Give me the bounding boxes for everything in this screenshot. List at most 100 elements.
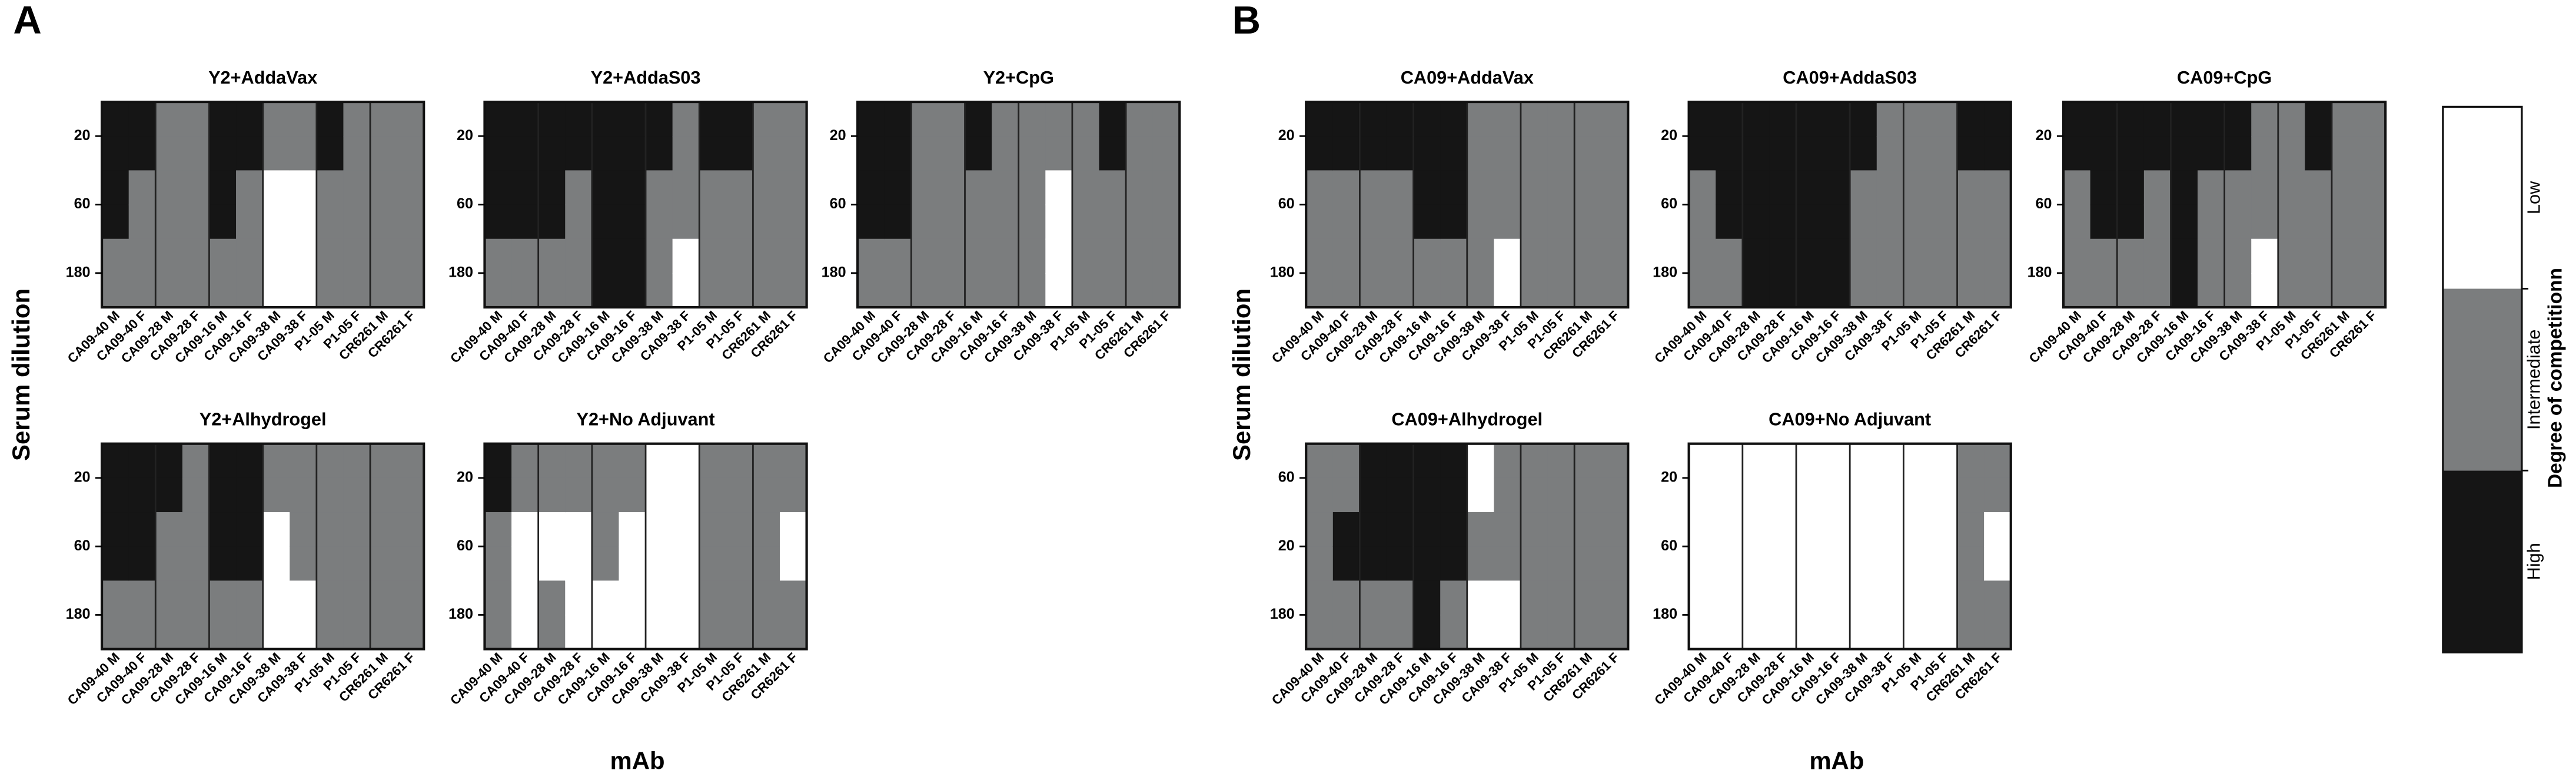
heatmap-cell [726, 238, 754, 274]
heatmap-cell [1045, 102, 1073, 137]
heatmap-cell [911, 204, 939, 240]
heatmap-cell [1930, 204, 1958, 240]
heatmap-cell [646, 136, 673, 171]
heatmap-cell [2305, 170, 2332, 205]
heatmap-cell [1547, 204, 1575, 240]
heatmap-cell [1796, 204, 1824, 240]
heatmap-cell [1930, 512, 1958, 547]
heatmap-cell [484, 580, 512, 616]
heatmap-cell [1796, 170, 1824, 205]
heatmap-cell [1018, 136, 1046, 171]
heatmap-cell [343, 273, 371, 308]
heatmap-cell [1072, 238, 1100, 274]
heatmap-cell [1984, 477, 2012, 513]
heatmap-cell [1850, 580, 1877, 616]
heatmap-cell [182, 580, 210, 616]
heatmap-cell [397, 546, 425, 582]
heatmap-cell [370, 238, 398, 274]
heatmap-cell [155, 238, 183, 274]
heatmap-cell [1903, 170, 1931, 205]
heatmap-cell [1903, 204, 1931, 240]
heatmap-cell [753, 170, 780, 205]
heatmap-cell [965, 204, 992, 240]
heatmap-cell [646, 204, 673, 240]
heatmap-cell [538, 443, 566, 479]
heatmap-cell [1930, 580, 1958, 616]
heatmap-cell [2117, 204, 2145, 240]
heatmap-cell [1520, 136, 1548, 171]
heatmap-cell [780, 615, 807, 650]
colorbar-swatch [2442, 107, 2522, 289]
heatmap-cell [209, 170, 237, 205]
heatmap-cell [209, 580, 237, 616]
heatmap-cell [1876, 443, 1904, 479]
y-tick-label: 20 [1661, 469, 1677, 485]
heatmap-cell [511, 170, 539, 205]
heatmap-cell [672, 136, 700, 171]
heatmap-cell [1467, 102, 1495, 137]
heatmap-cell [2198, 273, 2225, 308]
heatmap-cell [2171, 238, 2198, 274]
heatmap-cell [1467, 238, 1495, 274]
heatmap-cell [1152, 170, 1181, 205]
heatmap-cell [965, 102, 992, 137]
heatmap-cell [699, 273, 727, 308]
heatmap-cell [938, 238, 966, 274]
heatmap-cell [911, 136, 939, 171]
heatmap-cell [1984, 102, 2012, 137]
heatmap-cell [992, 204, 1019, 240]
heatmap-cell [290, 170, 317, 205]
heatmap-cell [965, 273, 992, 308]
heatmap-cell [397, 273, 425, 308]
heatmap-cell [1574, 512, 1602, 547]
heatmap-cell [209, 273, 237, 308]
heatmap-cell [565, 580, 593, 616]
heatmap-cell [1440, 102, 1468, 137]
heatmap-cell [1126, 273, 1154, 308]
heatmap-cell [1769, 102, 1797, 137]
panel-title: CA09+AddaS03 [1783, 67, 1917, 88]
y-tick-label: 180 [1270, 606, 1295, 622]
heatmap-cell [1574, 546, 1602, 582]
heatmap-cell [370, 546, 398, 582]
heatmap-cell [1601, 273, 1629, 308]
heatmap-cell [1386, 546, 1414, 582]
heatmap-cell [2090, 273, 2118, 308]
heatmap-cell [1467, 136, 1495, 171]
heatmap-cell [1520, 170, 1548, 205]
heatmap-cell [753, 477, 780, 513]
heatmap-cell [1547, 580, 1575, 616]
heatmap-cell [262, 546, 291, 582]
heatmap-cell [1547, 615, 1575, 650]
heatmap-cell [1823, 273, 1851, 308]
heatmap-cell [2305, 102, 2332, 137]
heatmap-cell [102, 136, 129, 171]
heatmap-cell [1045, 273, 1073, 308]
heatmap-cell [1360, 615, 1387, 650]
heatmap-cell [1547, 477, 1575, 513]
heatmap-cell [884, 170, 912, 205]
heatmap-cell [1360, 273, 1387, 308]
heatmap-cell [209, 443, 237, 479]
heatmap-cell [1440, 170, 1468, 205]
heatmap-cell [2171, 136, 2198, 171]
heatmap-cell [1716, 170, 1743, 205]
heatmap-cell [753, 204, 780, 240]
colorbar-swatch [2442, 470, 2522, 653]
heatmap-cell [155, 170, 183, 205]
heatmap-cell [1930, 273, 1958, 308]
heatmap-cell [1332, 102, 1361, 137]
heatmap-cell [780, 238, 807, 274]
heatmap-cell [1742, 443, 1770, 479]
heatmap-cell [155, 102, 183, 137]
heatmap-cell [262, 477, 291, 513]
heatmap-cell [2171, 204, 2198, 240]
heatmap-cell [2224, 204, 2252, 240]
heatmap-cell [1547, 170, 1575, 205]
heatmap-cell [2090, 170, 2118, 205]
heatmap-cell [911, 273, 939, 308]
heatmap-cell [1903, 546, 1931, 582]
heatmap-cell [290, 238, 317, 274]
heatmap-cell [1018, 102, 1046, 137]
panel-label: B [1232, 0, 1261, 42]
